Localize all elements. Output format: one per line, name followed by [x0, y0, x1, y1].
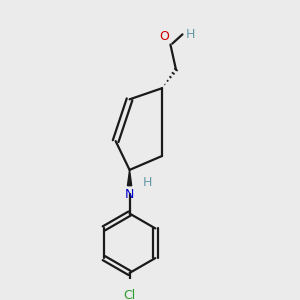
Text: H: H — [142, 176, 152, 189]
Text: N: N — [125, 188, 134, 200]
Text: Cl: Cl — [123, 289, 136, 300]
Text: O: O — [160, 30, 170, 43]
Text: H: H — [185, 28, 195, 41]
Polygon shape — [128, 170, 132, 186]
